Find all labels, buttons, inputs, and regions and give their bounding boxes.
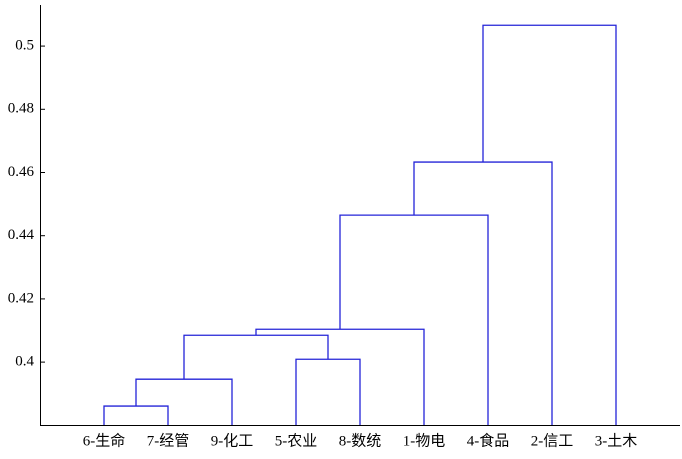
y-tick-label: 0.42	[8, 290, 34, 306]
x-tick-label: 5-农业	[275, 432, 318, 449]
link	[135, 378, 233, 425]
y-tick-label: 0.44	[8, 227, 35, 243]
y-tick-label: 0.4	[15, 354, 34, 370]
x-tick-label: 3-土木	[595, 432, 638, 449]
link	[339, 214, 489, 425]
x-tick-label: 6-生命	[83, 431, 126, 449]
y-tick-label: 0.46	[8, 164, 35, 180]
link	[103, 405, 169, 425]
y-tick-label: 0.5	[15, 38, 34, 54]
link	[255, 328, 425, 425]
x-tick-label: 9-化工	[211, 432, 254, 449]
x-tick-label: 8-数统	[339, 432, 382, 449]
x-tick-label: 4-食品	[467, 432, 510, 449]
x-tick-label: 2-信工	[531, 432, 574, 449]
link	[413, 161, 553, 425]
link	[482, 24, 617, 425]
y-tick-label: 0.48	[8, 101, 34, 117]
x-tick-label: 1-物电	[403, 432, 446, 449]
x-tick-label: 7-经管	[147, 432, 190, 449]
link	[183, 334, 329, 380]
link	[295, 358, 361, 425]
